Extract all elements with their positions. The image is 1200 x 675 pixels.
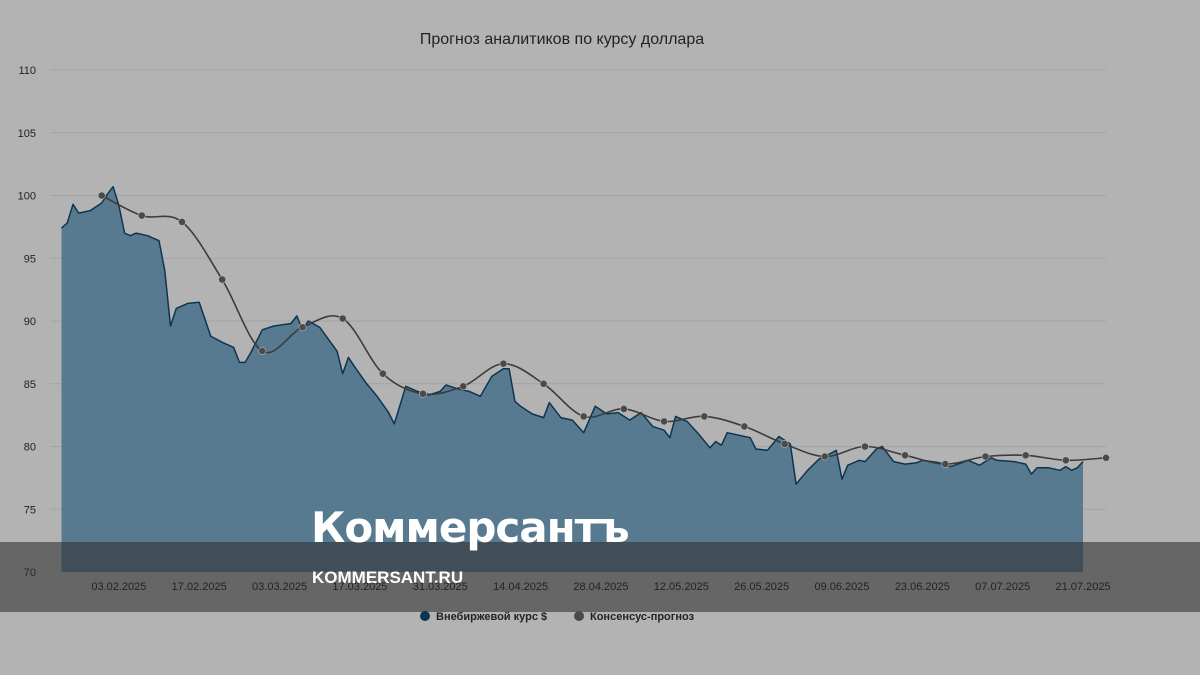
forecast-point[interactable]	[298, 323, 307, 332]
legend-item-forecast[interactable]: Консенсус-прогноз	[574, 611, 695, 623]
y-tick-label: 95	[24, 253, 36, 265]
forecast-point[interactable]	[780, 440, 789, 448]
x-tick-label: 23.06.2025	[895, 581, 950, 593]
y-tick-label: 105	[18, 128, 36, 140]
y-tick-label: 80	[24, 442, 36, 454]
chart-title: Прогноз аналитиков по курсу доллара	[420, 31, 704, 48]
watermark-url: KOMMERSANT.RU	[312, 568, 463, 587]
legend-item-area[interactable]: Внебиржевой курс $	[420, 611, 547, 623]
watermark-band	[0, 542, 1200, 612]
forecast-point[interactable]	[820, 452, 829, 461]
forecast-point[interactable]	[981, 452, 990, 461]
forecast-point[interactable]	[378, 369, 387, 378]
forecast-point[interactable]	[579, 412, 588, 421]
legend: Внебиржевой курс $ Консенсус-прогноз	[420, 611, 695, 623]
forecast-point[interactable]	[178, 217, 186, 226]
forecast-point[interactable]	[97, 191, 106, 200]
x-tick-label: 07.07.2025	[975, 581, 1030, 593]
area-fill	[61, 186, 1083, 572]
legend-label-area: Внебиржевой курс $	[436, 611, 547, 623]
x-tick-label: 03.03.2025	[252, 581, 307, 593]
forecast-point[interactable]	[941, 460, 950, 468]
y-tick-label: 75	[24, 504, 36, 516]
forecast-point[interactable]	[620, 404, 628, 413]
x-tick-label: 21.07.2025	[1056, 581, 1111, 593]
legend-label-forecast: Консенсус-прогноз	[590, 611, 695, 623]
y-tick-label: 110	[18, 65, 36, 77]
area-series-line	[61, 185, 1084, 485]
forecast-point[interactable]	[459, 382, 468, 391]
forecast-point[interactable]	[218, 275, 227, 284]
x-tick-label: 28.04.2025	[573, 581, 628, 593]
x-tick-label: 14.04.2025	[493, 581, 548, 593]
y-tick-label: 90	[24, 316, 36, 328]
x-tick-label: 26.05.2025	[734, 581, 789, 593]
forecast-point[interactable]	[539, 379, 548, 388]
forecast-point[interactable]	[1021, 451, 1030, 460]
x-axis: 03.02.2025 17.02.2025 03.03.2025 17.03.2025…	[91, 581, 1110, 593]
watermark-logo: Коммерсантъ	[311, 503, 629, 552]
forecast-point[interactable]	[740, 422, 749, 431]
legend-marker-area	[420, 611, 430, 621]
forecast-point[interactable]	[258, 347, 267, 355]
kommersant-watermark: Коммерсантъ KOMMERSANT.RU	[0, 503, 1200, 612]
forecast-point[interactable]	[338, 314, 347, 323]
forecast-point[interactable]	[137, 211, 146, 220]
x-tick-label: 03.02.2025	[91, 581, 146, 593]
forecast-point[interactable]	[660, 417, 668, 426]
x-tick-label: 17.03.2025	[332, 581, 387, 593]
forecast-point[interactable]	[700, 412, 709, 421]
area-layer	[61, 185, 1084, 572]
x-tick-label: 31.03.2025	[413, 581, 468, 593]
y-tick-label: 85	[24, 379, 36, 391]
forecast-point[interactable]	[499, 359, 508, 368]
x-tick-label: 09.06.2025	[814, 581, 869, 593]
legend-marker-forecast	[574, 611, 584, 621]
y-tick-label: 100	[18, 191, 36, 203]
x-tick-label: 12.05.2025	[654, 581, 709, 593]
forecast-point[interactable]	[1102, 453, 1110, 462]
forecast-layer	[97, 191, 1110, 468]
forecast-point[interactable]	[1061, 456, 1070, 465]
forecast-point[interactable]	[861, 442, 869, 451]
x-tick-label: 17.02.2025	[172, 581, 227, 593]
forecast-point[interactable]	[419, 389, 427, 398]
forecast-point[interactable]	[901, 451, 909, 460]
